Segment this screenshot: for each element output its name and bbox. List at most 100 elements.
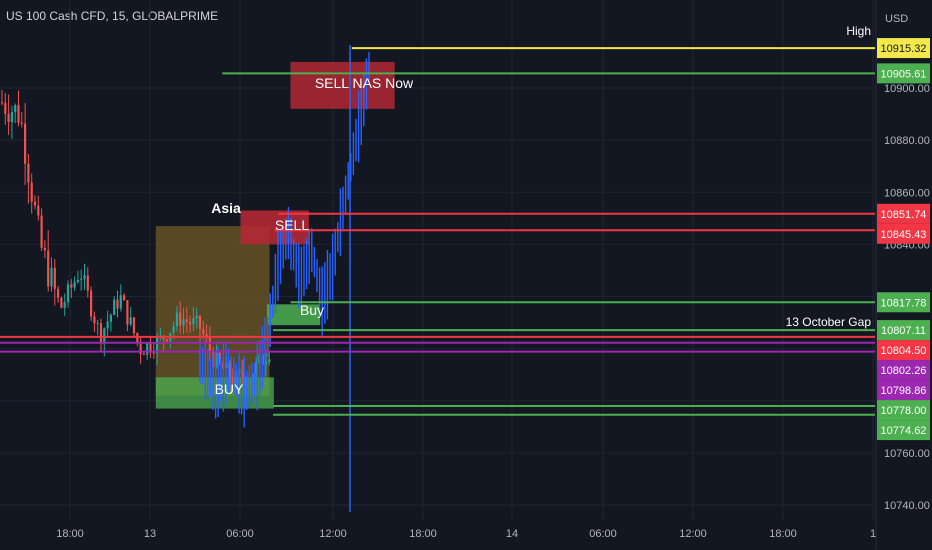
candle-body [172, 326, 175, 333]
candle-body [109, 314, 112, 322]
currency-label: USD [885, 13, 908, 25]
exchange-label: GLOBALPRIME [132, 9, 219, 23]
price-label-box [877, 340, 930, 361]
candle-body [142, 354, 145, 356]
candle-body [241, 370, 244, 378]
time-tick-label: 06:00 [226, 528, 254, 540]
buy-small-annotation: Buy [300, 302, 324, 318]
asia-annotation: Asia [211, 200, 241, 216]
candle-body [4, 102, 7, 114]
candle-body [123, 295, 126, 301]
price-label-box [877, 203, 930, 224]
zone-buy-small [266, 304, 321, 326]
candle-body [63, 302, 66, 308]
price-label: 10845.43 [881, 229, 927, 241]
candle-body [119, 295, 122, 309]
time-tick-label: 14 [506, 528, 518, 540]
candle-body [66, 284, 70, 303]
candle-body [255, 362, 258, 375]
candle-body [27, 163, 30, 183]
candle-body [132, 317, 136, 334]
candle-body [179, 312, 182, 326]
candle-body [0, 102, 4, 104]
time-axis[interactable]: 18:00 13 06:00 12:00 18:00 14 06:00 12:00 18:00 1 [56, 528, 876, 540]
candle-body [33, 201, 37, 206]
interval-label[interactable]: 15 [112, 9, 126, 23]
time-tick-label: 12:00 [679, 528, 707, 540]
candle-body [20, 122, 23, 124]
zones [155, 61, 395, 409]
price-label-box [877, 38, 930, 59]
candle-body [202, 329, 205, 335]
high-annotation: High [846, 24, 871, 38]
projection-bars [199, 45, 370, 512]
candle-body [231, 377, 235, 384]
candle-body [96, 323, 99, 325]
header-sep-2: , [125, 9, 133, 23]
candle-body [165, 339, 169, 342]
candle-body [50, 267, 53, 287]
time-tick-label: 1 [870, 528, 876, 540]
candle-body [192, 318, 195, 325]
price-label: 10915.32 [881, 43, 927, 55]
candle-body [86, 275, 89, 291]
time-tick-label: 18:00 [769, 528, 797, 540]
sell-now-annotation: SELL NAS Now [315, 75, 414, 91]
price-label: 10778.00 [881, 405, 927, 417]
price-label-box [877, 380, 930, 401]
candle-body [57, 288, 60, 298]
candle-body [93, 316, 96, 324]
candle-body [189, 321, 192, 325]
price-label-box [877, 400, 930, 421]
candle-body [215, 352, 218, 367]
candle-body [14, 105, 17, 113]
candle-body [129, 317, 132, 325]
candle-body [251, 374, 254, 378]
price-label-box [877, 320, 930, 341]
price-tick-label: 10860.00 [884, 187, 930, 199]
price-label-box [877, 63, 930, 84]
candle-body [113, 299, 116, 315]
candle-body [37, 205, 40, 216]
candle-body [116, 299, 119, 309]
candle-body [40, 215, 43, 248]
price-label: 10807.11 [881, 325, 926, 337]
candle-body [156, 336, 159, 354]
candle-body [146, 343, 149, 355]
candle-body [264, 361, 268, 365]
candle-body [70, 284, 73, 288]
time-tick-label: 18:00 [56, 528, 84, 540]
price-label-box [877, 223, 930, 244]
candle-body [76, 280, 79, 283]
candle-body [73, 282, 76, 288]
price-tick-label: 10880.00 [884, 135, 930, 147]
candle-body [175, 312, 178, 327]
zone-sell [240, 210, 309, 245]
symbol-name[interactable]: US 100 Cash CFD [6, 9, 106, 23]
time-tick-label: 18:00 [409, 528, 437, 540]
annotations: High 13 October Gap Asia SELL SELL NAS Now Bu… [211, 24, 871, 397]
header-sep-1: , [105, 9, 113, 23]
price-tick-label: 10900.00 [884, 83, 930, 95]
candle-body [126, 300, 129, 325]
chart-header: US 100 Cash CFD, 15, GLOBALPRIME [6, 9, 218, 23]
price-label-box [877, 420, 930, 441]
candle-body [17, 105, 20, 123]
candle-body [149, 343, 152, 353]
candle-body [205, 334, 208, 338]
candle-body [228, 362, 231, 378]
price-label: 10804.50 [881, 345, 927, 357]
time-tick-label: 06:00 [589, 528, 617, 540]
candle-body [139, 341, 142, 355]
candle-body [7, 113, 10, 123]
zone-sell-now [290, 61, 395, 109]
candle-body [268, 359, 271, 362]
candle-body [47, 250, 50, 287]
price-label: 10802.26 [881, 365, 927, 377]
price-label: 10905.61 [881, 68, 927, 80]
candle-body [43, 247, 46, 251]
candle-body [185, 319, 188, 322]
buy-big-annotation: BUY [215, 381, 244, 397]
candle-body [24, 123, 27, 164]
